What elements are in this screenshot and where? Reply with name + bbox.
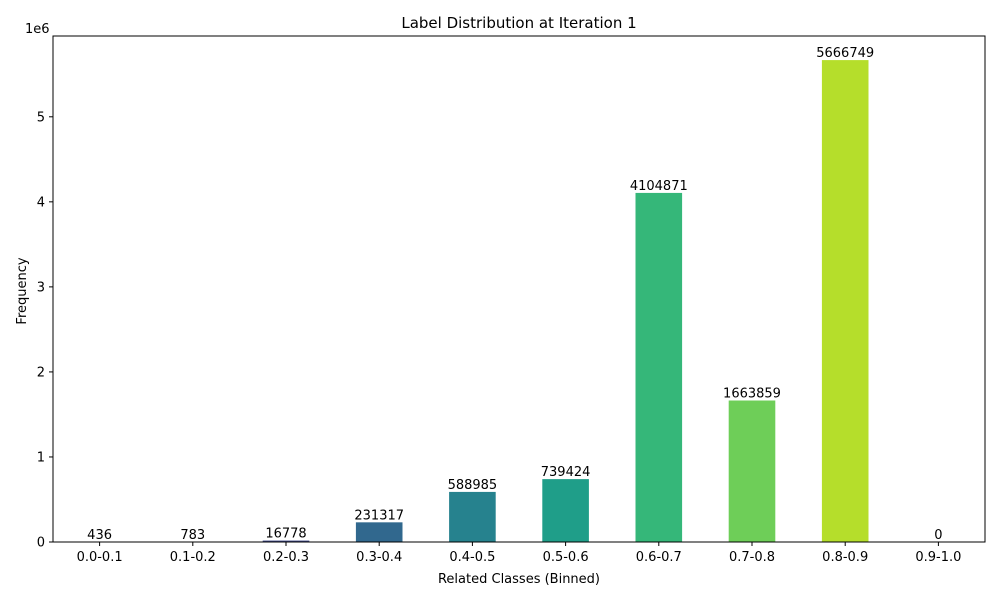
bar-value-label: 588985: [448, 478, 498, 493]
bar-value-label: 1663859: [723, 387, 781, 402]
bar-0.7-0.8: [728, 400, 776, 542]
bar-0.8-0.9: [821, 60, 869, 542]
x-axis-label: Related Classes (Binned): [438, 572, 600, 587]
x-tick-label: 0.2-0.3: [263, 550, 309, 565]
x-tick-label: 0.3-0.4: [356, 550, 402, 565]
plot-area-frame: [52, 35, 986, 543]
bar-value-label: 0: [934, 528, 942, 543]
bar-value-label: 436: [87, 528, 112, 543]
y-tick-label: 5: [37, 110, 45, 125]
bar-0.6-0.7: [635, 192, 683, 543]
y-axis-label: Frequency: [15, 257, 30, 324]
bar-value-label: 4104871: [630, 179, 688, 194]
x-tick-label: 0.9-1.0: [915, 550, 961, 565]
bar-value-label: 16778: [265, 527, 306, 542]
y-tick-label: 1: [37, 450, 45, 465]
bar-0.3-0.4: [355, 522, 403, 542]
x-tick-label: 0.0-0.1: [77, 550, 123, 565]
bar-0.5-0.6: [542, 479, 589, 542]
y-offset-label: 1e6: [25, 22, 50, 37]
x-tick-label: 0.1-0.2: [170, 550, 216, 565]
bar-value-label: 739424: [541, 465, 591, 480]
y-tick-label: 4: [37, 195, 45, 210]
y-tick-label: 3: [37, 280, 45, 295]
bar-0.4-0.5: [449, 491, 496, 542]
bar-value-label: 783: [180, 528, 205, 543]
x-tick-label: 0.7-0.8: [729, 550, 775, 565]
x-tick-label: 0.6-0.7: [636, 550, 682, 565]
x-tick-label: 0.8-0.9: [822, 550, 868, 565]
x-tick-label: 0.5-0.6: [543, 550, 589, 565]
bar-value-label: 231317: [354, 508, 404, 523]
y-tick-label: 2: [37, 365, 45, 380]
y-tick-label: 0: [37, 536, 45, 551]
bar-value-label: 5666749: [816, 46, 874, 61]
chart-title: Label Distribution at Iteration 1: [401, 14, 636, 32]
x-tick-label: 0.4-0.5: [449, 550, 495, 565]
bar-0.2-0.3: [262, 540, 310, 542]
